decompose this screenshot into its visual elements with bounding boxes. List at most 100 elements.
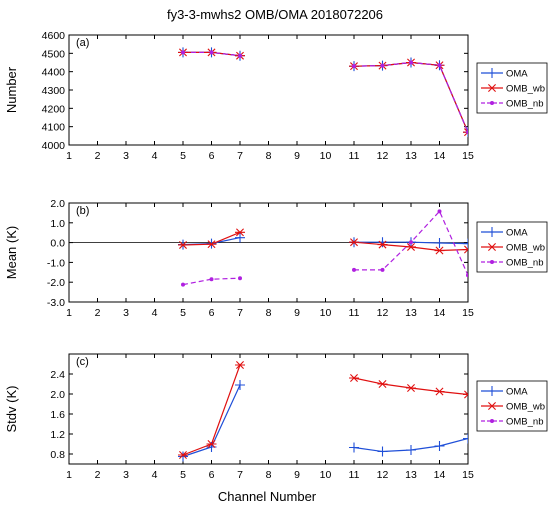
data-point-omb-wb	[235, 228, 245, 237]
x-tick-label: 15	[462, 469, 474, 481]
y-tick-label: 1.2	[50, 429, 65, 441]
y-tick-label: 4600	[42, 30, 66, 42]
y-tick-label: 0.8	[50, 449, 65, 461]
data-point-oma	[434, 441, 445, 451]
x-tick-label: 12	[377, 150, 389, 162]
y-tick-label: 4100	[42, 122, 66, 134]
data-point-omb-nb	[209, 277, 214, 282]
x-tick-label: 11	[349, 469, 360, 481]
y-tick-label: 4200	[42, 103, 66, 115]
x-tick-label: 14	[434, 150, 446, 162]
legend-label-oma: OMA	[506, 387, 528, 398]
x-tick-label: 14	[434, 307, 446, 319]
chart-title: fy3-3-mwhs2 OMB/OMA 2018072206	[167, 7, 383, 22]
legend-label-omb-nb: OMB_nb	[506, 417, 544, 428]
x-tick-label: 2	[95, 150, 101, 162]
legend: OMA OMB_wb OMB_nb	[476, 221, 548, 273]
data-point-omb-wb	[463, 128, 468, 137]
y-tick-label: -3.0	[47, 297, 65, 309]
x-tick-label: 8	[266, 150, 272, 162]
x-tick-label: 1	[66, 150, 72, 162]
panel-label: (b)	[76, 205, 89, 217]
data-point-omb-wb	[349, 374, 359, 382]
data-point-oma	[434, 237, 445, 248]
x-tick-label: 6	[209, 307, 215, 319]
x-tick-label: 11	[349, 150, 360, 162]
panel-1: (b)1 2 3 4 5 6 7 8 9 10 11 12 13 14 15-3.0-2.0-1.00.01…	[4, 198, 548, 319]
data-point-omb-wb	[406, 242, 416, 251]
x-tick-label: 9	[294, 307, 300, 319]
x-axis-label: Channel Number	[218, 489, 317, 504]
legend-box	[476, 380, 548, 432]
series-line-omb-nb	[182, 277, 241, 286]
data-point-oma	[178, 451, 188, 462]
x-tick-label: 6	[209, 150, 215, 162]
y-tick-label: 1.6	[50, 409, 65, 421]
data-point-omb-nb	[209, 50, 214, 55]
data-point-omb-nb	[409, 240, 413, 245]
x-tick-label: 13	[405, 469, 417, 481]
x-tick-label: 13	[405, 307, 417, 319]
plot-frame	[68, 202, 469, 303]
legend-marker-omb-wb	[487, 243, 497, 251]
series-area	[178, 209, 468, 287]
legend-marker-omb-wb	[487, 402, 497, 410]
panel-0: (a)1 2 3 4 5 6 7 8 9 10 11 12 13 14 154000410042004300…	[4, 30, 548, 162]
data-point-omb-nb	[238, 53, 242, 58]
legend-box	[476, 221, 548, 273]
y-tick-label: 2.4	[50, 369, 65, 381]
x-tick-label: 7	[237, 469, 243, 481]
series-line-omb-wb	[353, 377, 468, 396]
y-tick-label: 0.0	[50, 238, 65, 250]
series-line-omb-wb	[182, 364, 241, 456]
x-tick-label: 4	[152, 150, 158, 162]
data-point-omb-nb	[238, 276, 242, 281]
data-point-omb-nb	[380, 267, 385, 272]
x-tick-label: 10	[320, 469, 332, 481]
legend-marker-oma	[487, 386, 497, 396]
x-tick-label: 7	[237, 307, 243, 319]
data-point-oma	[406, 445, 416, 455]
x-tick-label: 3	[123, 469, 129, 481]
panel-2: (c)1 2 3 4 5 6 7 8 9 10 11 12 13 14 150.81.21.62.02.4S…	[4, 353, 548, 481]
y-axis-label: Stdv (K)	[4, 386, 19, 433]
legend-marker-omb-nb	[490, 101, 494, 105]
x-tick-label: 10	[320, 307, 332, 319]
data-point-omb-wb	[349, 238, 359, 247]
x-tick-label: 3	[123, 307, 129, 319]
x-tick-label: 3	[123, 150, 129, 162]
y-axis-label: Number	[4, 66, 19, 113]
x-tick-label: 12	[377, 307, 389, 319]
x-tick-label: 7	[237, 150, 243, 162]
x-tick-label: 11	[349, 307, 360, 319]
data-point-omb-nb	[352, 64, 356, 69]
y-tick-label: 4500	[42, 48, 66, 60]
panels: (a)1 2 3 4 5 6 7 8 9 10 11 12 13 14 154000410042004300…	[4, 30, 548, 481]
panel-label: (c)	[76, 356, 89, 368]
x-tick-label: 4	[152, 307, 158, 319]
legend-label-omb-wb: OMB_wb	[506, 402, 545, 413]
legend-label-omb-nb: OMB_nb	[506, 99, 544, 110]
x-tick-label: 15	[462, 307, 474, 319]
series-line-oma	[353, 61, 468, 133]
x-tick-label: 9	[294, 150, 300, 162]
legend-label-oma: OMA	[506, 228, 528, 239]
data-point-omb-nb	[409, 60, 413, 65]
data-point-oma	[349, 442, 359, 453]
legend: OMA OMB_wb OMB_nb	[476, 62, 548, 114]
x-tick-label: 6	[209, 469, 215, 481]
y-axis-label: Mean (K)	[4, 226, 19, 279]
plot-frame	[68, 353, 469, 465]
data-point-oma	[377, 237, 388, 248]
legend-label-omb-nb: OMB_nb	[506, 258, 544, 269]
y-tick-label: -2.0	[47, 277, 65, 289]
x-tick-label: 13	[405, 150, 417, 162]
legend-marker-oma	[487, 227, 497, 237]
data-point-omb-wb	[206, 440, 217, 448]
panel-label: (a)	[76, 37, 89, 49]
data-point-omb-wb	[434, 387, 445, 396]
legend-label-oma: OMA	[506, 69, 528, 80]
y-tick-label: -1.0	[47, 257, 65, 269]
data-point-omb-wb	[406, 384, 416, 392]
data-point-omb-wb	[178, 451, 188, 459]
